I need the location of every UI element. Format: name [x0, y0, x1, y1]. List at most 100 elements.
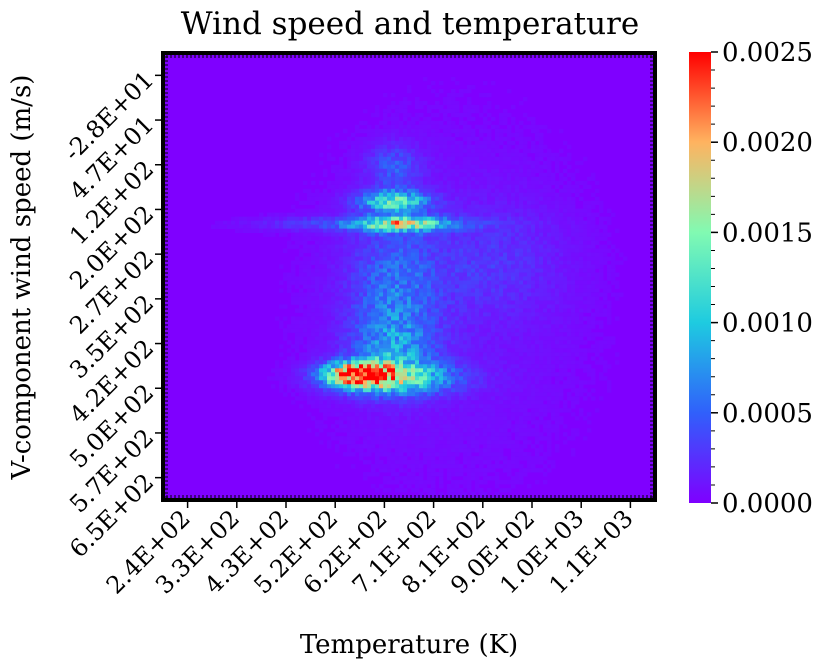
- heatmap-cell: [595, 188, 600, 194]
- heatmap-cell: [571, 304, 576, 309]
- heatmap-cell: [519, 320, 524, 325]
- heatmap-cell: [519, 336, 524, 341]
- heatmap-cell: [359, 120, 364, 126]
- heatmap-cell: [567, 280, 572, 285]
- heatmap-cell: [511, 264, 516, 269]
- heatmap-cell: [575, 212, 580, 218]
- heatmap-cell: [499, 264, 504, 269]
- heatmap-cell: [311, 320, 316, 325]
- heatmap-cell: [411, 364, 416, 369]
- heatmap-cell: [423, 120, 428, 126]
- heatmap-cell: [371, 292, 376, 297]
- heatmap-cell: [567, 356, 572, 361]
- heatmap-cell: [535, 168, 540, 174]
- heatmap-cell: [411, 356, 416, 361]
- heatmap-cell: [275, 360, 280, 365]
- heatmap-cell: [419, 372, 424, 377]
- heatmap-cell: [399, 144, 404, 150]
- heatmap-cell: [603, 336, 608, 341]
- heatmap-cell: [527, 236, 532, 241]
- heatmap-cell: [603, 360, 608, 365]
- heatmap-cell: [427, 248, 432, 253]
- heatmap-cell: [359, 304, 364, 309]
- heatmap-cell: [403, 96, 408, 102]
- heatmap-cell: [371, 188, 376, 194]
- heatmap-cell: [483, 336, 488, 341]
- heatmap-cell: [579, 316, 584, 321]
- heatmap-cell: [387, 360, 392, 365]
- heatmap-cell: [351, 232, 356, 237]
- heatmap-cell: [615, 360, 620, 365]
- heatmap-cell: [327, 328, 332, 333]
- heatmap-cell: [463, 196, 468, 202]
- heatmap-cell: [559, 148, 564, 154]
- heatmap-cell: [595, 352, 600, 357]
- heatmap-cell: [479, 140, 484, 146]
- heatmap-cell: [583, 380, 588, 385]
- heatmap-cell: [263, 232, 268, 237]
- heatmap-cell: [459, 324, 464, 329]
- heatmap-cell: [415, 316, 420, 321]
- heatmap-cell: [587, 224, 592, 230]
- heatmap-cell: [551, 220, 556, 226]
- heatmap-cell: [479, 376, 484, 381]
- heatmap-cell: [323, 220, 328, 226]
- heatmap-cell: [555, 196, 560, 202]
- heatmap-cell: [435, 208, 440, 214]
- heatmap-cell: [427, 276, 432, 281]
- heatmap-cell: [443, 296, 448, 301]
- heatmap-cell: [571, 372, 576, 377]
- heatmap-cell: [423, 240, 428, 245]
- heatmap-cell: [527, 212, 532, 218]
- heatmap-cell: [551, 336, 556, 341]
- heatmap-cell: [607, 248, 612, 253]
- heatmap-cell: [543, 144, 548, 150]
- heatmap-cell: [523, 260, 528, 265]
- heatmap-cell: [415, 220, 420, 226]
- heatmap-cell: [279, 228, 284, 233]
- heatmap-cell: [371, 344, 376, 349]
- heatmap-cell: [439, 308, 444, 313]
- heatmap-cell: [307, 384, 312, 389]
- heatmap-cell: [467, 244, 472, 249]
- heatmap-cell: [303, 256, 308, 261]
- heatmap-cell: [431, 324, 436, 329]
- heatmap-cell: [491, 268, 496, 273]
- heatmap-cell: [507, 140, 512, 146]
- heatmap-cell: [331, 272, 336, 277]
- heatmap-cell: [459, 328, 464, 333]
- heatmap-cell: [319, 328, 324, 333]
- heatmap-cell: [503, 288, 508, 293]
- heatmap-cell: [343, 352, 348, 357]
- heatmap-cell: [387, 288, 392, 293]
- heatmap-cell: [531, 320, 536, 325]
- heatmap-cell: [275, 212, 280, 218]
- heatmap-cell: [339, 168, 344, 174]
- heatmap-cell: [355, 188, 360, 194]
- heatmap-cell: [431, 176, 436, 182]
- heatmap-cell: [503, 356, 508, 361]
- heatmap-cell: [603, 284, 608, 289]
- heatmap-cell: [387, 188, 392, 194]
- heatmap-cell: [567, 384, 572, 389]
- heatmap-cell: [443, 240, 448, 245]
- heatmap-cell: [323, 200, 328, 206]
- heatmap-cell: [439, 172, 444, 178]
- heatmap-cell: [491, 164, 496, 170]
- heatmap-cell: [395, 232, 400, 237]
- heatmap-cell: [315, 360, 320, 365]
- heatmap-cell: [307, 344, 312, 349]
- heatmap-cell: [583, 292, 588, 297]
- heatmap-cell: [467, 328, 472, 333]
- heatmap-cell: [591, 336, 596, 341]
- heatmap-cell: [575, 168, 580, 174]
- heatmap-cell: [335, 196, 340, 202]
- heatmap-cell: [331, 344, 336, 349]
- heatmap-cell: [339, 372, 344, 377]
- heatmap-cell: [375, 184, 380, 190]
- heatmap-cell: [351, 360, 356, 365]
- heatmap-cell: [391, 356, 396, 361]
- heatmap-cell: [475, 200, 480, 206]
- heatmap-cell: [367, 208, 372, 214]
- heatmap-cell: [471, 208, 476, 214]
